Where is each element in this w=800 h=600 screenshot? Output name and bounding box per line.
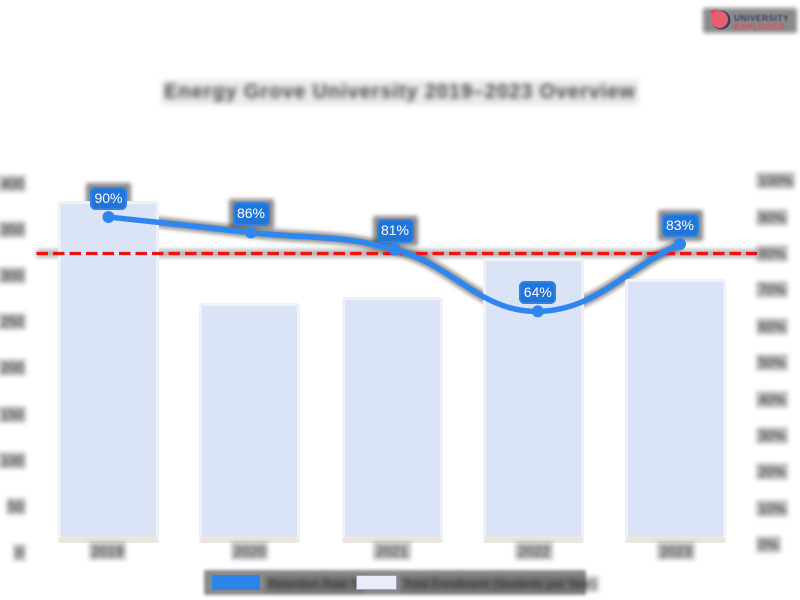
svg-text:EXPLORER: EXPLORER	[734, 22, 786, 32]
svg-text:UNIVERSITY: UNIVERSITY	[734, 13, 789, 23]
